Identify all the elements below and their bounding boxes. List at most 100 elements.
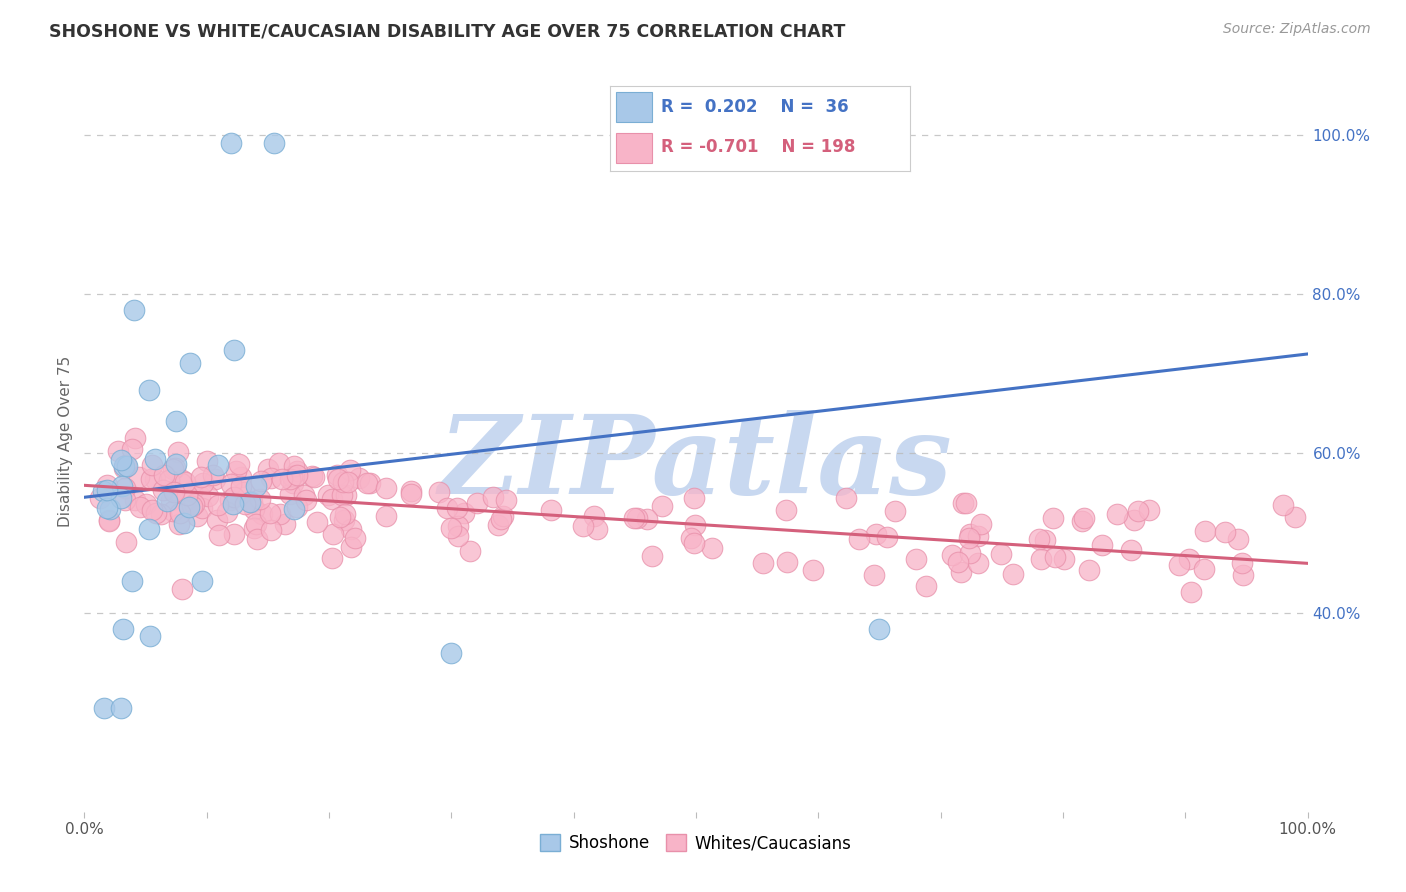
- Point: [98, 513, 121, 527]
- Point: [114, 481, 136, 495]
- Point: [278, 487, 301, 501]
- Point: [1073, 511, 1095, 525]
- Point: [260, 523, 283, 537]
- Point: [1126, 504, 1149, 518]
- Point: [683, 536, 706, 550]
- Point: [181, 499, 204, 513]
- Point: [1180, 585, 1202, 599]
- Point: [245, 479, 267, 493]
- Point: [1178, 552, 1201, 566]
- Point: [96, 483, 118, 498]
- Point: [946, 555, 969, 569]
- Point: [165, 460, 187, 475]
- Point: [208, 527, 231, 541]
- Point: [1029, 552, 1052, 566]
- Point: [915, 578, 938, 592]
- Text: Source: ZipAtlas.com: Source: ZipAtlas.com: [1223, 22, 1371, 37]
- Point: [145, 506, 167, 520]
- Point: [356, 476, 378, 491]
- Point: [623, 511, 645, 525]
- Point: [329, 510, 352, 524]
- Point: [869, 622, 891, 636]
- Point: [681, 531, 703, 545]
- Y-axis label: Disability Age Over 75: Disability Age Over 75: [58, 356, 73, 527]
- Point: [1230, 556, 1253, 570]
- Point: [292, 488, 315, 502]
- Point: [1167, 558, 1189, 573]
- Point: [170, 473, 193, 487]
- Point: [111, 622, 134, 636]
- Legend: Shoshone, Whites/Caucasians: Shoshone, Whites/Caucasians: [533, 828, 859, 859]
- Point: [128, 500, 150, 515]
- Point: [1121, 542, 1143, 557]
- Point: [91, 483, 114, 498]
- Point: [1137, 502, 1160, 516]
- Point: [1091, 538, 1114, 552]
- Point: [447, 518, 470, 533]
- Point: [572, 518, 595, 533]
- Point: [228, 458, 250, 472]
- Point: [283, 502, 305, 516]
- Point: [399, 487, 422, 501]
- Point: [447, 529, 470, 543]
- Point: [685, 518, 707, 533]
- Point: [863, 567, 886, 582]
- Point: [835, 491, 858, 506]
- Point: [188, 489, 211, 503]
- Point: [153, 467, 176, 482]
- Point: [401, 483, 423, 498]
- Point: [163, 483, 186, 498]
- Point: [96, 500, 118, 515]
- Point: [1028, 532, 1050, 546]
- Point: [229, 479, 252, 493]
- Point: [121, 574, 143, 588]
- Point: [359, 475, 381, 490]
- Point: [335, 488, 357, 502]
- Point: [281, 469, 304, 483]
- Point: [267, 456, 290, 470]
- Point: [89, 491, 111, 505]
- Point: [641, 549, 664, 563]
- Point: [115, 458, 138, 473]
- Point: [970, 516, 993, 531]
- Point: [141, 503, 163, 517]
- Point: [683, 491, 706, 505]
- Point: [1213, 524, 1236, 539]
- Point: [231, 470, 253, 484]
- Point: [626, 510, 648, 524]
- Point: [135, 497, 157, 511]
- Point: [191, 574, 214, 588]
- Point: [170, 475, 193, 490]
- Point: [167, 516, 190, 531]
- Point: [1035, 533, 1057, 547]
- Point: [427, 485, 450, 500]
- Point: [191, 475, 214, 490]
- Point: [98, 514, 121, 528]
- Point: [883, 504, 905, 518]
- Point: [285, 464, 308, 478]
- Point: [1192, 562, 1215, 576]
- Point: [183, 497, 205, 511]
- Point: [115, 535, 138, 549]
- Point: [138, 629, 160, 643]
- Point: [1053, 552, 1076, 566]
- Point: [339, 463, 361, 477]
- Point: [160, 493, 183, 508]
- Point: [865, 527, 887, 541]
- Point: [222, 497, 245, 511]
- Point: [225, 464, 247, 478]
- Point: [636, 511, 658, 525]
- Point: [232, 485, 254, 500]
- Point: [374, 481, 396, 495]
- Point: [245, 517, 267, 532]
- Point: [186, 509, 208, 524]
- Point: [207, 458, 229, 472]
- Point: [326, 467, 349, 482]
- Point: [110, 701, 132, 715]
- Point: [257, 461, 280, 475]
- Point: [246, 532, 269, 546]
- Point: [124, 493, 146, 508]
- Point: [177, 500, 200, 514]
- Point: [492, 508, 515, 523]
- Point: [195, 454, 218, 468]
